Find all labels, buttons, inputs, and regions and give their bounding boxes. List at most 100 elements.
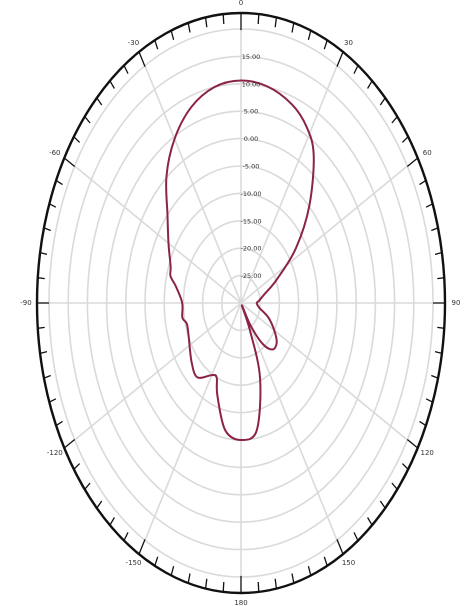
minor-tick <box>73 136 81 143</box>
minor-tick <box>49 203 57 208</box>
minor-tick <box>96 97 103 106</box>
minor-tick <box>401 136 409 143</box>
minor-tick <box>39 251 48 256</box>
radial-label: -10.00 <box>241 190 262 198</box>
angle-label: 60 <box>423 149 432 157</box>
grid-spoke <box>240 65 338 304</box>
minor-tick <box>419 420 427 427</box>
minor-tick <box>204 578 208 589</box>
minor-tick <box>353 532 359 541</box>
grid-spoke <box>240 165 408 304</box>
radial-label: 5.00 <box>244 108 258 116</box>
angle-label: -120 <box>47 449 63 457</box>
minor-tick <box>154 40 159 50</box>
minor-tick <box>170 566 175 576</box>
minor-tick <box>187 22 191 33</box>
minor-tick <box>222 581 225 592</box>
radial-label: -25.00 <box>241 272 262 280</box>
minor-tick <box>291 573 295 584</box>
angle-label: 120 <box>421 449 434 457</box>
minor-tick <box>55 420 63 427</box>
radial-label: 15.00 <box>242 53 261 61</box>
minor-tick <box>379 500 386 509</box>
minor-tick <box>274 578 278 589</box>
angle-label: -60 <box>49 149 60 157</box>
minor-tick <box>257 581 260 592</box>
angle-label: 180 <box>234 599 247 606</box>
minor-tick <box>84 482 91 490</box>
major-tick <box>406 438 419 449</box>
minor-tick <box>291 22 295 33</box>
polar-border <box>35 11 447 595</box>
major-tick <box>138 539 146 555</box>
radial-label: 0.00 <box>244 135 258 143</box>
minor-tick <box>39 350 48 355</box>
angle-label: 30 <box>344 39 353 47</box>
minor-tick <box>307 566 312 576</box>
minor-tick <box>391 116 398 124</box>
minor-tick <box>391 482 398 490</box>
minor-tick <box>73 463 81 470</box>
angle-label: 150 <box>342 559 355 567</box>
angle-label: 0 <box>239 0 243 7</box>
minor-tick <box>43 374 51 379</box>
pattern-series <box>165 79 315 442</box>
minor-tick <box>123 532 129 541</box>
grid-spoke <box>74 302 242 441</box>
minor-tick <box>323 40 328 50</box>
minor-tick <box>437 326 445 329</box>
minor-tick <box>274 17 278 28</box>
minor-tick <box>323 556 328 566</box>
major-tick <box>336 51 344 67</box>
radial-label: -20.00 <box>241 245 262 253</box>
minor-tick <box>434 251 443 256</box>
minor-tick <box>109 80 115 89</box>
major-tick <box>138 51 146 67</box>
minor-tick <box>170 30 175 40</box>
radial-label: 10.00 <box>242 80 261 88</box>
grid-spoke <box>74 165 242 304</box>
polar-grid <box>48 28 434 578</box>
minor-tick <box>437 277 445 280</box>
minor-tick <box>434 350 443 355</box>
minor-tick <box>49 398 57 403</box>
minor-tick <box>353 65 359 74</box>
radial-label: -15.00 <box>241 217 262 225</box>
grid-spoke <box>144 65 242 304</box>
minor-tick <box>425 398 433 403</box>
grid-spoke <box>144 302 242 541</box>
series-line <box>165 79 315 442</box>
grid-spoke <box>240 302 338 541</box>
angle-label: -150 <box>126 559 142 567</box>
minor-tick <box>257 14 260 25</box>
minor-tick <box>96 500 103 509</box>
minor-tick <box>379 97 386 106</box>
minor-tick <box>187 573 191 584</box>
polar-labels: 0 30 60 90 120 150 180 -150 -120 -90 -60 -30 15.00 10… <box>20 0 460 606</box>
minor-tick <box>204 17 208 28</box>
major-tick <box>336 539 344 555</box>
radial-label: -5.00 <box>243 163 260 171</box>
grid-spoke <box>240 302 408 441</box>
minor-tick <box>37 277 45 280</box>
minor-tick <box>401 463 409 470</box>
major-tick <box>63 438 76 449</box>
minor-tick <box>123 65 129 74</box>
minor-tick <box>367 517 373 526</box>
minor-tick <box>154 556 159 566</box>
minor-tick <box>43 227 51 232</box>
major-tick <box>406 157 419 168</box>
angle-label: 90 <box>452 299 461 307</box>
minor-tick <box>84 116 91 124</box>
angle-label: -90 <box>20 299 31 307</box>
minor-tick <box>109 517 115 526</box>
minor-tick <box>307 30 312 40</box>
major-tick <box>63 157 76 168</box>
minor-tick <box>55 179 63 186</box>
minor-tick <box>431 227 439 232</box>
angle-label: -30 <box>128 39 139 47</box>
minor-tick <box>37 326 45 329</box>
minor-tick <box>425 203 433 208</box>
minor-tick <box>367 80 373 89</box>
